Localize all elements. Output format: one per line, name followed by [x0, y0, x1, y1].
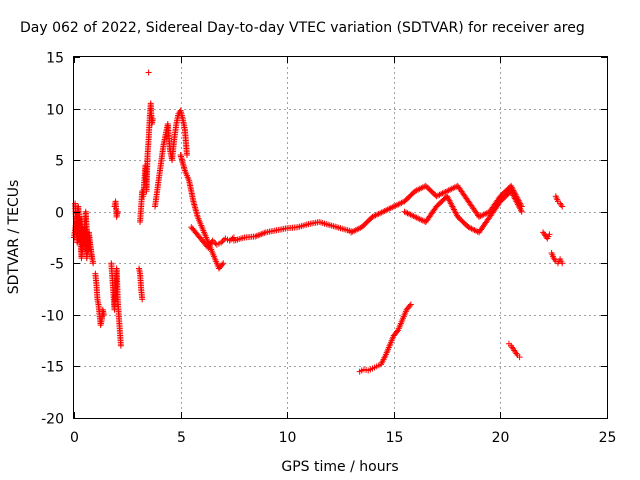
x-tick-label: 15	[386, 430, 404, 446]
y-tick-label: -15	[41, 360, 64, 376]
data-point	[393, 328, 400, 335]
data-point	[219, 238, 226, 245]
data-point	[209, 237, 216, 244]
data-point	[90, 260, 97, 267]
data-point	[219, 261, 226, 268]
x-axis-label: GPS time / hours	[281, 459, 398, 475]
data-point	[100, 311, 107, 318]
grid	[74, 57, 607, 418]
data-point	[516, 354, 523, 361]
data-point	[183, 151, 190, 158]
data-point	[558, 202, 565, 209]
data-point	[89, 255, 96, 262]
y-axis-label: SDTVAR / TECUs	[6, 180, 22, 295]
y-tick-label: 5	[55, 154, 64, 170]
x-tick-label: 0	[70, 430, 79, 446]
data-point	[559, 260, 566, 267]
data-point	[149, 115, 156, 122]
data-point	[114, 208, 121, 215]
data-point	[406, 302, 413, 309]
data-point	[407, 301, 414, 308]
y-tick-label: 10	[46, 103, 64, 119]
plot-frame	[73, 56, 608, 419]
data-point	[218, 239, 225, 246]
axis-ticks	[74, 57, 608, 419]
data-point	[145, 69, 152, 76]
x-tick-label: 10	[279, 430, 297, 446]
data-point	[211, 238, 218, 245]
data-points	[71, 69, 566, 375]
y-tick-label: -5	[50, 257, 64, 273]
x-tick-label: 5	[177, 430, 186, 446]
y-tick-label: 15	[46, 51, 64, 67]
data-point	[546, 231, 553, 238]
x-tick-label: 25	[599, 430, 617, 446]
data-point	[559, 203, 566, 210]
y-tick-label: -20	[41, 412, 64, 428]
y-tick-labels: -20 -15 -10 -5 0 5 10 15	[41, 51, 64, 428]
x-tick-label: 20	[492, 430, 510, 446]
y-tick-label: 0	[55, 206, 64, 222]
data-point	[139, 296, 146, 303]
chart-title: Day 062 of 2022, Sidereal Day-to-day VTE…	[20, 20, 585, 36]
data-point	[117, 342, 124, 349]
x-tick-labels: 0 5 10 15 20 25	[70, 430, 616, 446]
data-point	[220, 260, 227, 267]
y-tick-label: -10	[41, 309, 64, 325]
data-point	[518, 208, 525, 215]
data-point	[517, 207, 524, 214]
